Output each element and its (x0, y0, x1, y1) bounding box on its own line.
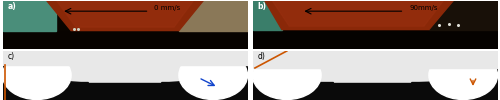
Text: b): b) (258, 2, 266, 11)
Bar (2, 31, 248, 49)
Polygon shape (412, 68, 498, 100)
Bar (2, 0, 56, 31)
Text: c): c) (8, 52, 14, 62)
Bar (429, 0, 498, 30)
Polygon shape (56, 0, 194, 27)
Text: 90mm/s: 90mm/s (410, 5, 438, 11)
Ellipse shape (252, 51, 321, 100)
Ellipse shape (2, 51, 71, 100)
Bar (252, 0, 282, 30)
Polygon shape (265, 0, 454, 30)
Polygon shape (272, 0, 444, 26)
Polygon shape (46, 0, 203, 31)
Ellipse shape (179, 51, 248, 100)
Polygon shape (162, 65, 248, 100)
Text: 0 mm/s: 0 mm/s (154, 5, 180, 11)
Polygon shape (2, 65, 88, 100)
Bar (2, 51, 248, 65)
Ellipse shape (429, 51, 498, 100)
Bar (252, 51, 498, 68)
Bar (2, 82, 248, 100)
Bar (252, 30, 498, 49)
Bar (179, 0, 248, 31)
Polygon shape (252, 70, 334, 100)
Text: a): a) (8, 2, 16, 11)
Bar (252, 82, 498, 100)
Text: d): d) (258, 52, 266, 62)
